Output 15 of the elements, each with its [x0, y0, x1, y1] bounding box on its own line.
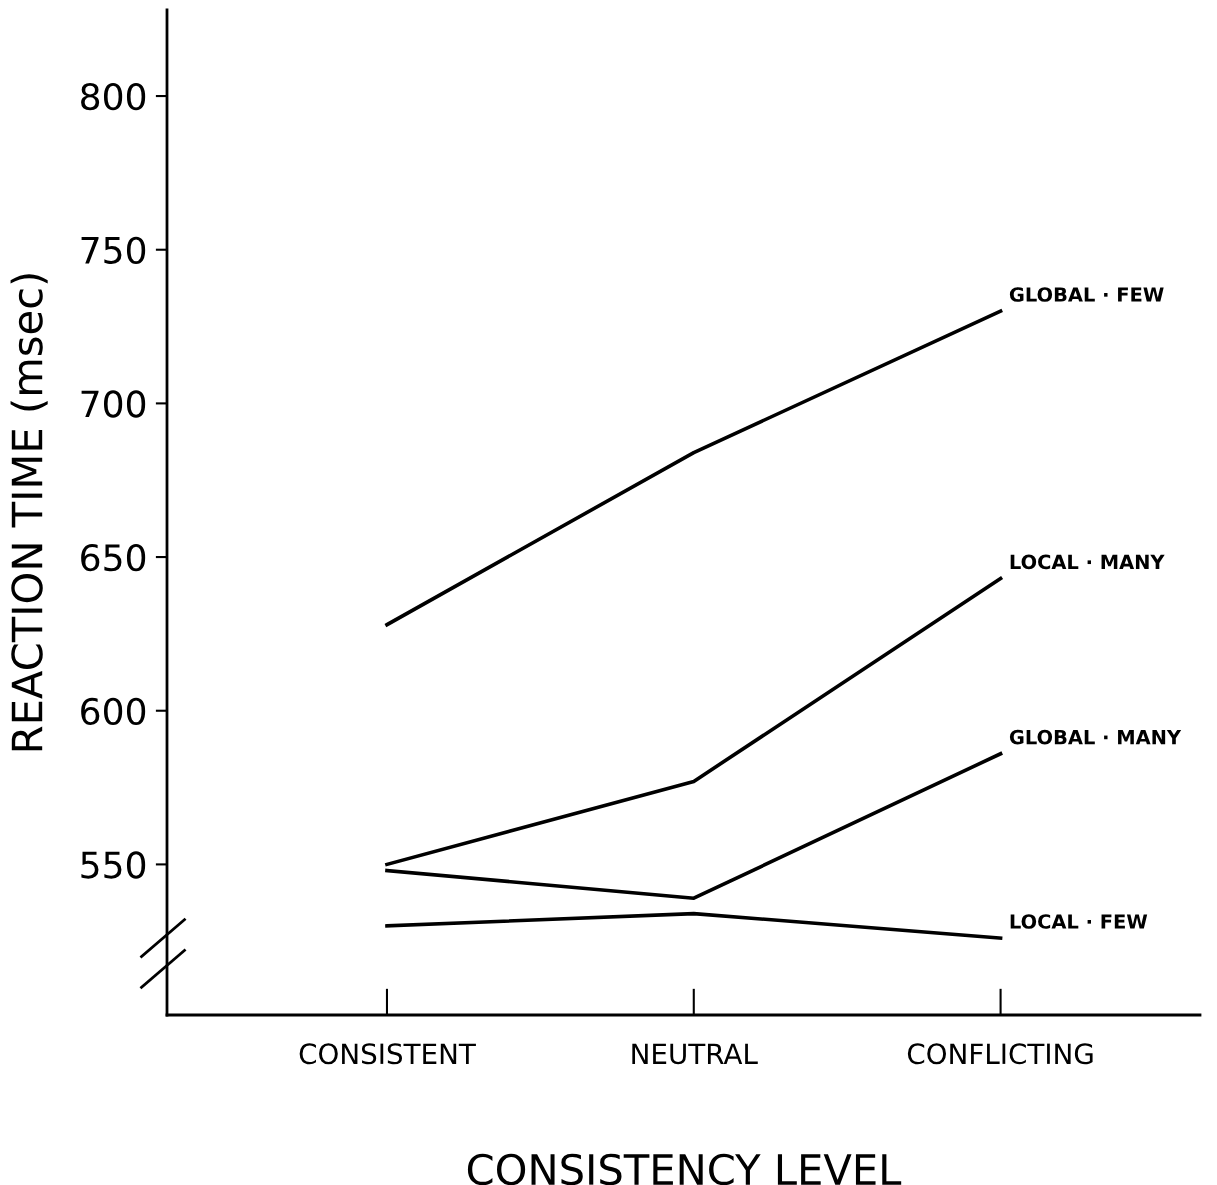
series-label: GLOBAL · FEW — [1009, 287, 1164, 302]
y-tick-label: 650 — [81, 543, 146, 572]
y-tick-label: 550 — [81, 851, 146, 879]
x-tick-label: NEUTRAL — [632, 1043, 758, 1065]
y-tick-label: 700 — [81, 390, 146, 418]
y-axis-title: REACTION TIME (msec) — [10, 274, 48, 751]
x-tick-label: CONSISTENT — [299, 1043, 476, 1065]
x-axis-title: CONSISTENCY LEVEL — [467, 1153, 902, 1185]
y-tick-label: 600 — [81, 697, 146, 725]
y-tick-label: 800 — [81, 82, 146, 111]
series-label: LOCAL · MANY — [1010, 554, 1165, 570]
series-label: LOCAL · FEW — [1010, 914, 1148, 929]
x-tick-label: CONFLICTING — [907, 1043, 1093, 1065]
y-tick-label: 750 — [81, 236, 146, 264]
series-label: GLOBAL · MANY — [1009, 729, 1182, 745]
